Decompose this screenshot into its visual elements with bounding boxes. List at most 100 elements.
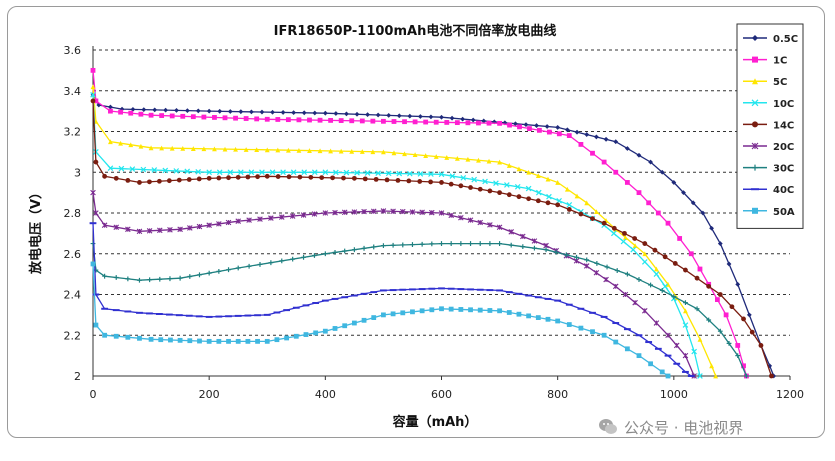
x-tick-label: 0 [90,388,97,401]
data-point [535,198,541,204]
data-point [555,318,561,324]
data-point [375,170,381,177]
data-point [351,175,357,181]
data-point [417,114,423,119]
data-point [458,183,464,189]
legend-label: 20C [773,142,794,153]
data-point [147,277,153,283]
data-point [506,192,512,198]
data-point [487,188,493,194]
data-point [433,119,439,125]
data-point [646,200,652,206]
data-point [206,108,212,114]
data-point [90,67,96,73]
y-tick-label: 2.6 [64,248,82,261]
data-point [428,114,434,120]
data-point [216,175,222,181]
data-point [508,242,514,248]
series-group [89,67,777,379]
data-point [419,209,425,216]
data-point [543,247,549,253]
data-point [338,118,344,123]
data-point [381,243,386,248]
data-point [187,338,193,344]
data-point [322,169,329,176]
data-point [136,228,143,235]
data-point [655,210,661,216]
data-point [264,116,270,122]
series-1c [90,67,749,379]
data-point [700,210,706,216]
data-point [354,111,360,117]
data-point [603,136,609,142]
data-point [726,261,732,267]
data-point [148,112,154,118]
data-point [574,254,579,260]
data-point [297,174,303,180]
data-point [227,109,233,114]
data-point [659,169,665,175]
data-point [632,243,638,248]
data-point [636,190,642,196]
data-point [269,169,276,176]
data-point [113,333,119,339]
chart-frame [7,6,825,438]
data-point [311,169,318,176]
series-line [92,192,695,377]
data-point [470,117,476,123]
data-point [125,178,131,183]
x-tick-label: 400 [315,388,336,401]
data-point [419,308,425,314]
series-30c [90,241,749,379]
data-point [333,169,339,176]
legend-entry: 14C [743,120,794,131]
data-point [286,174,292,180]
watermark-text: 公众号 · 电池视界 [624,418,744,437]
data-point [166,178,172,184]
data-point [438,171,445,178]
data-point [593,209,599,215]
data-point [225,219,232,226]
data-point [497,159,502,165]
data-point [412,119,418,125]
data-point [177,226,183,233]
data-point [574,129,580,135]
data-point [612,283,619,290]
data-point [706,283,712,289]
data-point [454,120,460,126]
data-point [458,214,464,221]
data-point [390,208,396,215]
data-point [751,142,759,150]
data-point [419,241,425,247]
data-point [396,170,403,177]
data-point [289,213,296,219]
series-5c [90,84,719,379]
data-point [332,326,338,331]
data-point [351,209,358,215]
data-point [90,92,96,98]
data-point [151,167,158,173]
data-point [317,148,323,154]
data-point [683,308,688,314]
data-point [632,299,638,306]
data-point [535,173,541,179]
data-point [583,263,590,269]
data-point [291,110,297,116]
data-point [351,320,357,326]
data-point [187,225,193,231]
data-point [195,168,202,175]
data-point [370,118,376,124]
data-point [709,363,714,369]
data-point [477,186,483,192]
data-point [196,176,202,182]
data-point [157,227,163,234]
legend-label: 50A [773,207,795,218]
chart-title: IFR18650P-1100mAh电池不同倍率放电曲线 [274,23,557,39]
data-point [578,325,584,331]
data-point [744,373,749,379]
data-point [359,149,365,154]
data-point [735,281,741,287]
data-point [216,169,223,176]
data-point [624,346,630,352]
data-point [187,274,193,279]
